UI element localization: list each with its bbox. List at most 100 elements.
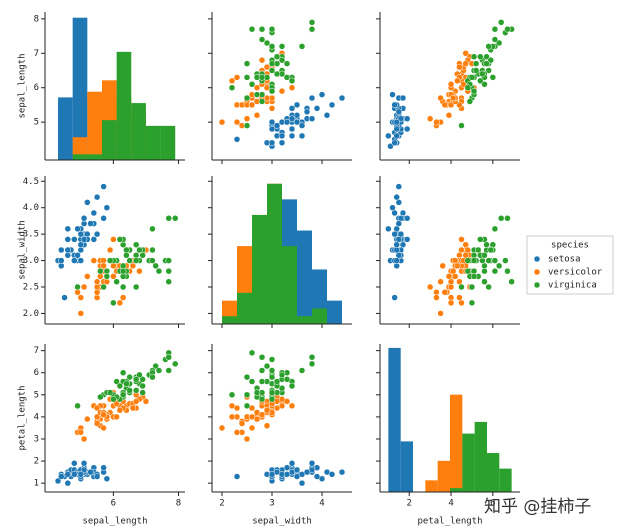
- scatter-point: [243, 402, 251, 410]
- scatter-point: [308, 19, 316, 26]
- scatter-point: [426, 283, 434, 291]
- scatter-point: [497, 19, 505, 26]
- scatter-point: [397, 230, 405, 238]
- scatter-point: [470, 273, 478, 280]
- scatter-point: [116, 382, 124, 390]
- scatter-point: [253, 91, 261, 98]
- scatter-point: [393, 241, 400, 248]
- scatter-point: [391, 209, 398, 217]
- scatter-point: [293, 118, 301, 126]
- hist-bar: [87, 154, 102, 160]
- scatter-point: [113, 378, 120, 385]
- scatter-point: [84, 273, 91, 280]
- scatter-point: [439, 262, 446, 270]
- scatter-point: [456, 63, 463, 71]
- scatter-point: [338, 94, 346, 102]
- scatter-point: [313, 105, 321, 112]
- scatter-point: [110, 273, 117, 280]
- scatter-point: [103, 475, 111, 482]
- scatter-point: [268, 373, 276, 381]
- scatter-point: [58, 473, 65, 480]
- scatter-point: [110, 299, 117, 307]
- scatter-point: [103, 204, 111, 211]
- scatter-point: [298, 122, 306, 129]
- scatter-point: [323, 112, 331, 119]
- scatter-point: [338, 468, 346, 476]
- scatter-point: [258, 74, 266, 81]
- legend-marker: [533, 268, 541, 276]
- y-tick-label: 3.0: [23, 256, 39, 266]
- scatter-point: [288, 125, 296, 133]
- scatter-point: [298, 367, 306, 374]
- hist-bar: [297, 316, 312, 324]
- scatter-point: [504, 215, 511, 222]
- scatter-point: [90, 209, 98, 217]
- y-axis-label: sepal_width: [18, 220, 28, 280]
- scatter-point: [233, 404, 241, 412]
- scatter-point: [77, 294, 85, 301]
- scatter-point: [84, 199, 91, 206]
- x-axis-label: sepal_width: [252, 517, 312, 527]
- scatter-point: [268, 43, 276, 50]
- scatter-point: [395, 183, 403, 190]
- scatter-point: [395, 108, 403, 116]
- scatter-point: [458, 236, 465, 243]
- scatter-point: [258, 36, 266, 43]
- scatter-point: [263, 422, 271, 429]
- y-tick-label: 1: [34, 479, 39, 489]
- y-axis-label: sepal_length: [18, 53, 28, 118]
- scatter-point: [481, 81, 488, 88]
- scatter-point: [119, 294, 127, 301]
- scatter-point: [491, 225, 499, 233]
- hist-bar: [499, 468, 512, 492]
- scatter-point: [149, 257, 156, 264]
- scatter-point: [395, 220, 403, 227]
- scatter-point: [90, 236, 98, 243]
- scatter-point: [391, 294, 398, 301]
- scatter-point: [385, 225, 392, 233]
- scatter-point: [268, 389, 276, 396]
- scatter-point: [93, 404, 101, 412]
- scatter-point: [61, 294, 68, 301]
- scatter-point: [228, 84, 236, 91]
- scatter-point: [149, 373, 156, 381]
- scatter-point: [481, 267, 488, 275]
- y-tick-label: 3: [34, 434, 39, 444]
- scatter-point: [113, 278, 120, 285]
- scatter-point: [278, 43, 286, 50]
- scatter-point: [449, 267, 457, 275]
- scatter-point: [399, 94, 407, 102]
- scatter-point: [495, 262, 503, 270]
- hist-bar: [101, 120, 117, 160]
- scatter-point: [93, 193, 101, 201]
- scatter-point: [54, 477, 62, 485]
- hist-bar: [312, 308, 327, 324]
- y-axis-label: petal_length: [18, 385, 28, 450]
- scatter-point: [74, 252, 81, 259]
- scatter-point: [485, 67, 492, 74]
- scatter-point: [502, 257, 509, 264]
- scatter-point: [139, 252, 146, 259]
- scatter-point: [116, 236, 124, 243]
- scatter-point: [132, 387, 140, 394]
- scatter-point: [447, 278, 455, 285]
- scatter-point: [308, 25, 316, 33]
- scatter-point: [74, 283, 81, 291]
- scatter-point: [119, 369, 127, 376]
- scatter-point: [243, 391, 251, 399]
- scatter-point: [243, 74, 251, 81]
- hist-bar: [160, 125, 176, 160]
- scatter-point: [142, 398, 150, 405]
- scatter-point: [126, 373, 133, 381]
- scatter-point: [119, 283, 127, 291]
- x-tick-label: 6: [490, 499, 495, 509]
- scatter-point: [155, 267, 163, 275]
- scatter-point: [263, 39, 271, 47]
- scatter-point: [233, 118, 241, 126]
- scatter-point: [447, 81, 455, 88]
- y-tick-label: 7: [34, 346, 39, 356]
- scatter-point: [165, 215, 172, 222]
- hist-bar: [425, 480, 438, 492]
- scatter-point: [132, 241, 140, 248]
- scatter-point: [248, 424, 256, 432]
